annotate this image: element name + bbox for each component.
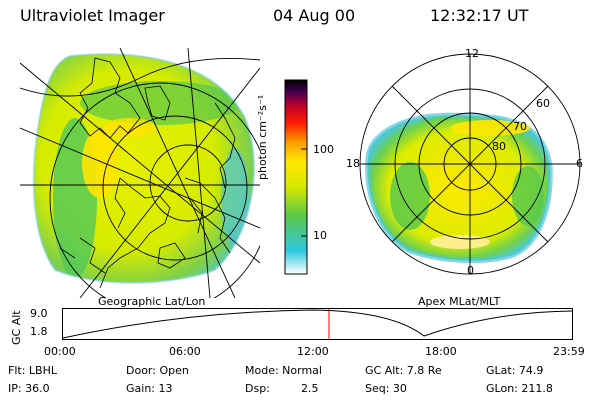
orbit-x-tick-1200: 12:00: [297, 345, 329, 358]
mlat-label-80: 80: [492, 140, 506, 153]
colorbar-unit-label: photon cm⁻²s⁻¹: [256, 94, 269, 180]
colorbar: [284, 79, 308, 275]
mlt-label-18: 18: [346, 157, 360, 170]
info-door: Door: Open: [126, 364, 189, 377]
info-dsp-label: Dsp:: [245, 382, 270, 395]
mlat-label-60: 60: [536, 97, 550, 110]
orbit-x-tick-1800: 18:00: [425, 345, 457, 358]
orbit-altitude-plot: [62, 308, 573, 340]
colorbar-tick-100: 100: [313, 143, 334, 156]
orbit-x-tick-0600: 06:00: [169, 345, 201, 358]
info-seq: Seq: 30: [365, 382, 407, 395]
geographic-panel-label: Geographic Lat/Lon: [98, 295, 206, 308]
mlat-label-70: 70: [513, 120, 527, 133]
observation-time: 12:32:17 UT: [430, 6, 529, 25]
colorbar-tick-10: 10: [313, 229, 327, 242]
info-dsp-value: 2.5: [301, 382, 319, 395]
apex-polar-plot: [359, 53, 581, 275]
info-ip: IP: 36.0: [8, 382, 50, 395]
info-flt: Flt: LBHL: [8, 364, 57, 377]
instrument-title: Ultraviolet Imager: [20, 6, 165, 25]
orbit-x-tick-2359: 23:59: [553, 345, 585, 358]
mlt-label-0: 0: [467, 264, 474, 277]
orbit-y-axis-label: GC Alt: [10, 310, 23, 345]
orbit-y-tick-min: 1.8: [30, 325, 48, 338]
info-glon: GLon: 211.8: [486, 382, 553, 395]
orbit-y-tick-max: 9.0: [30, 307, 48, 320]
mlt-label-6: 6: [576, 157, 583, 170]
orbit-x-tick-0000: 00:00: [44, 345, 76, 358]
geographic-aurora-image: [20, 48, 260, 298]
info-gc-alt: GC Alt: 7.8 Re: [365, 364, 442, 377]
mlt-label-12: 12: [465, 47, 479, 60]
apex-panel-label: Apex MLat/MLT: [418, 295, 501, 308]
observation-date: 04 Aug 00: [273, 6, 356, 25]
info-gain: Gain: 13: [126, 382, 173, 395]
info-glat: GLat: 74.9: [486, 364, 544, 377]
info-mode: Mode: Normal: [245, 364, 322, 377]
